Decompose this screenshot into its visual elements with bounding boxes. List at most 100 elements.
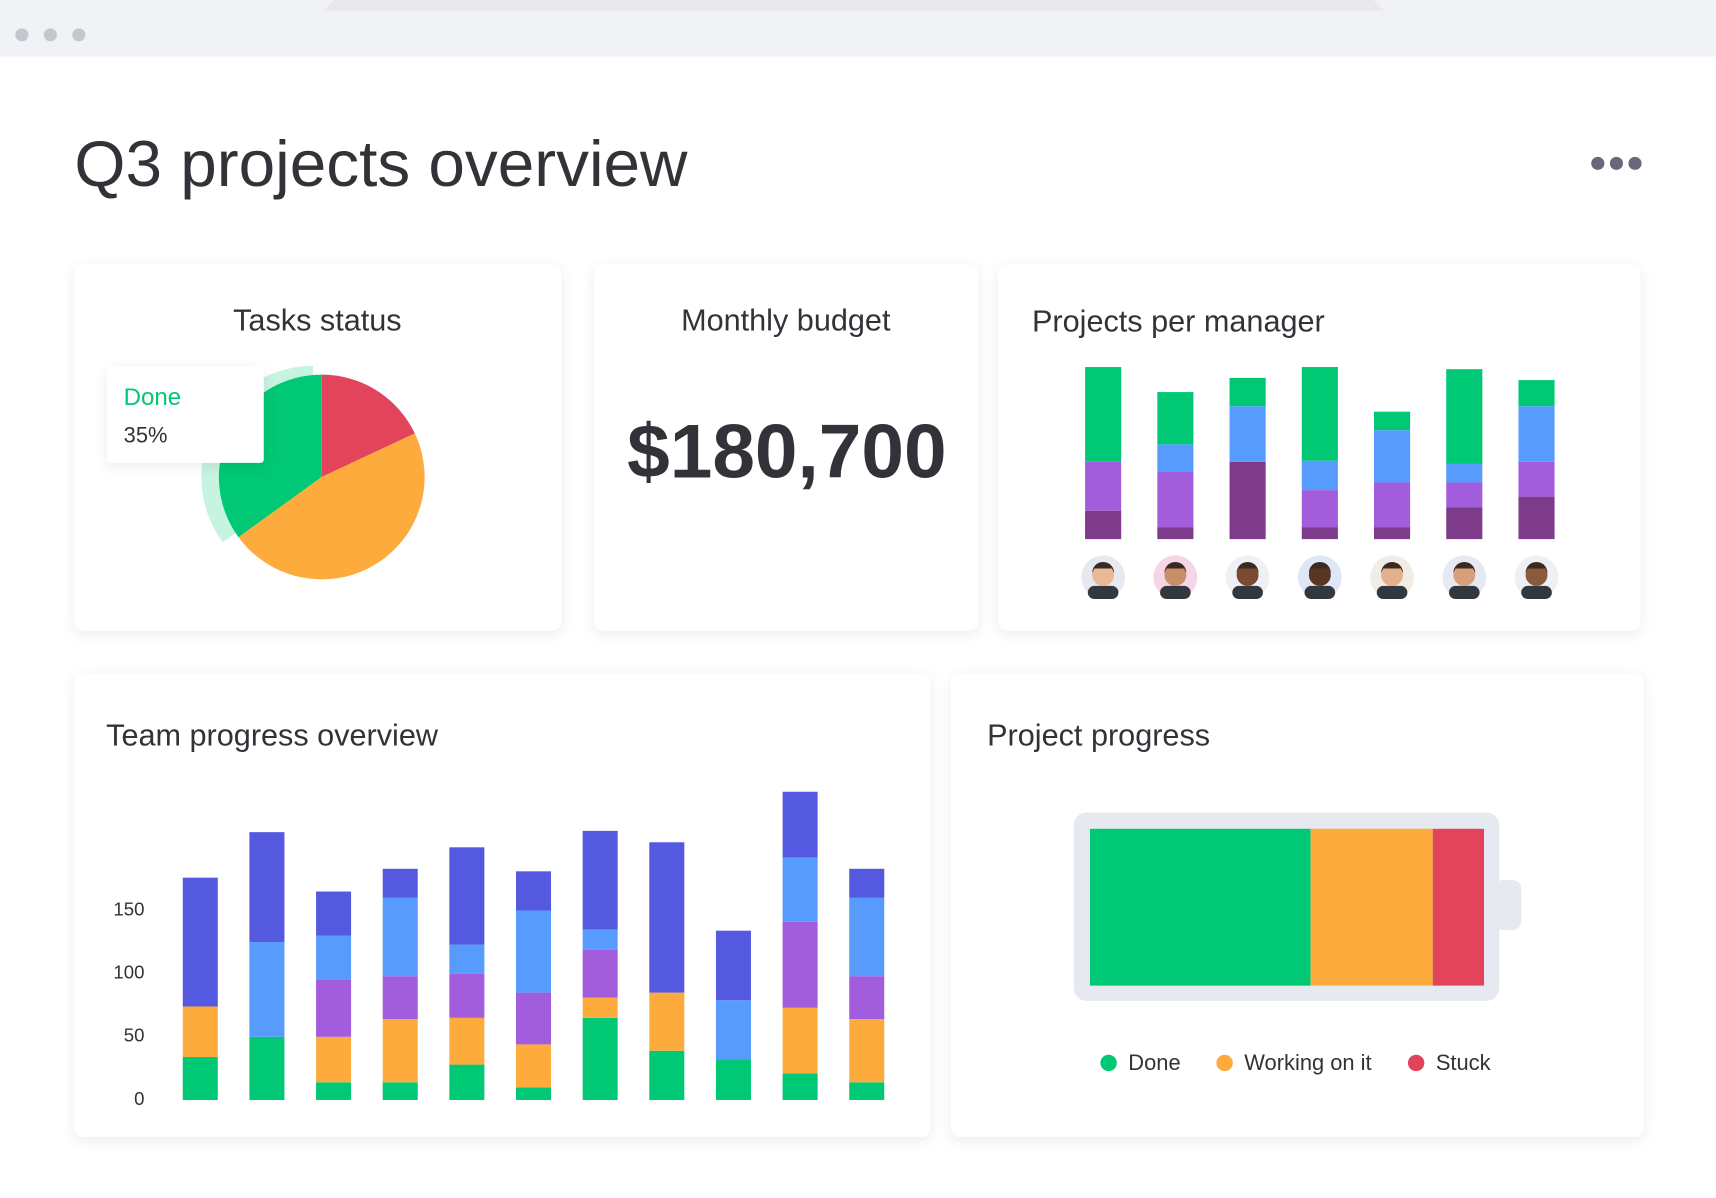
avatar-hair <box>1236 561 1259 573</box>
window-dot <box>43 28 57 42</box>
bar-segment <box>449 944 485 974</box>
bar-segment <box>782 1007 818 1074</box>
avatar-face <box>1164 564 1187 586</box>
tab <box>322 0 1385 11</box>
bar-segment <box>1446 482 1483 508</box>
bar-segment <box>449 973 485 1018</box>
avatar-face <box>1308 564 1331 586</box>
bar-segment <box>782 857 818 922</box>
avatar-hair <box>1164 561 1187 573</box>
card-title: Projects per manager <box>1032 305 1325 339</box>
avatar-hair <box>1525 561 1548 573</box>
bar-segment <box>449 847 485 945</box>
bar-segment <box>715 1000 751 1060</box>
bar-segment <box>715 930 751 1001</box>
bar-segment <box>849 976 885 1020</box>
menu-dot[interactable] <box>1609 156 1623 170</box>
bar-segment <box>1446 463 1483 483</box>
bar-segment <box>1518 496 1555 540</box>
bar-segment <box>1518 380 1555 407</box>
bar-segment <box>582 1017 618 1100</box>
bar-segment <box>849 1019 885 1083</box>
bar-segment <box>382 868 418 898</box>
pie-slice <box>321 374 415 478</box>
progress-segment <box>1432 828 1484 986</box>
bar-segment <box>1157 392 1194 445</box>
avatar-hair <box>1381 562 1404 573</box>
bar-segment <box>516 910 552 993</box>
bar-segment <box>1085 510 1122 540</box>
budget-value: $180,700 <box>627 410 946 495</box>
window-dot <box>15 28 29 42</box>
bar-segment <box>449 1017 485 1065</box>
bar-segment <box>1301 490 1338 528</box>
y-tick-label: 150 <box>113 898 144 919</box>
bar-segment <box>1229 461 1266 540</box>
card <box>594 264 979 631</box>
avatar-body <box>1448 585 1480 599</box>
bar-segment <box>1229 406 1266 462</box>
avatar-body <box>1232 585 1263 599</box>
pie-slice <box>238 433 425 580</box>
bar-segment <box>249 832 285 943</box>
bar-segment <box>249 942 285 1037</box>
bar-segment <box>1157 527 1194 540</box>
avatar-face <box>1453 564 1476 586</box>
bar-segment <box>1301 527 1338 540</box>
bar-segment <box>1518 461 1555 497</box>
card-title: Team progress overview <box>106 718 439 752</box>
avatar-body <box>1304 585 1336 599</box>
bar-segment <box>382 976 418 1020</box>
bar-segment <box>1157 444 1194 472</box>
y-tick-label: 0 <box>134 1088 144 1109</box>
window-dot <box>72 28 86 42</box>
menu-dot[interactable] <box>1628 156 1642 170</box>
avatar-hair <box>1092 561 1115 573</box>
bar-segment <box>516 992 552 1045</box>
avatar-face <box>1381 564 1404 586</box>
bar-segment <box>1301 460 1338 491</box>
y-tick-label: 50 <box>124 1025 145 1046</box>
bar-segment <box>715 1059 751 1100</box>
bar-segment <box>1157 471 1194 528</box>
bar-segment <box>649 992 685 1051</box>
avatar-body <box>1160 585 1191 599</box>
avatar-body <box>1087 585 1119 599</box>
bar-segment <box>316 979 352 1037</box>
menu-dot[interactable] <box>1591 156 1605 170</box>
legend-label: Done <box>1128 1050 1180 1075</box>
bar-segment <box>1085 367 1122 462</box>
y-tick-label: 100 <box>113 962 144 983</box>
bar-segment <box>1229 377 1266 407</box>
bar-segment <box>316 891 352 936</box>
bar-segment <box>582 929 618 950</box>
bar-segment <box>182 1006 218 1058</box>
tooltip <box>107 367 264 463</box>
legend-swatch <box>1100 1054 1117 1072</box>
battery-nub <box>1494 879 1522 931</box>
bar-segment <box>1374 527 1411 540</box>
avatar-hair <box>1453 561 1476 573</box>
bar-segment <box>1085 461 1122 511</box>
avatar-hair <box>1308 561 1331 573</box>
bar-segment <box>182 1057 218 1100</box>
bar-segment <box>649 1050 685 1100</box>
tooltip-label: Done <box>124 384 182 411</box>
bar-segment <box>849 897 885 977</box>
bar-segment <box>1446 507 1483 540</box>
page-title: Q3 projects overview <box>74 127 688 200</box>
tooltip-value: 35% <box>124 423 168 448</box>
legend-label: Working on it <box>1244 1050 1371 1075</box>
bar-segment <box>1301 367 1338 461</box>
bar-segment <box>782 921 818 1008</box>
card-title: Tasks status <box>233 303 401 337</box>
avatar-face <box>1236 564 1259 586</box>
bar-segment <box>516 1044 552 1088</box>
card-title: Project progress <box>987 718 1210 752</box>
bar-segment <box>782 791 818 858</box>
menu[interactable] <box>1591 156 1642 170</box>
bar-segment <box>849 868 885 898</box>
avatar-body <box>1376 585 1408 599</box>
